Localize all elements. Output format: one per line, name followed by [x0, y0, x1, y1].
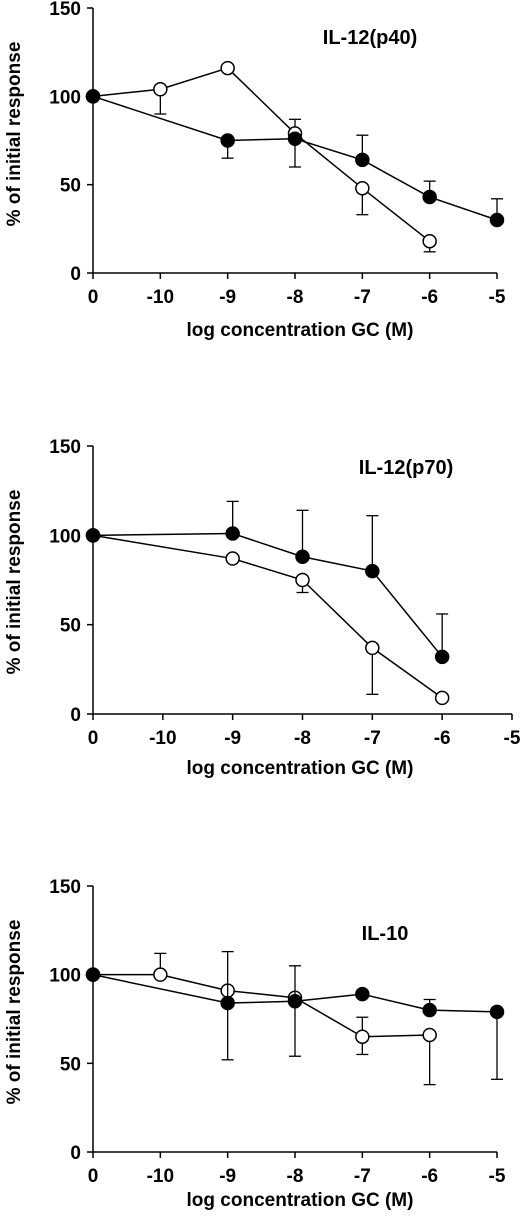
chart-il12-p40: % of initial response log concentration …: [4, 0, 506, 341]
data-point-open: [355, 180, 370, 196]
chart-panel-3: % of initial response log concentration …: [0, 860, 520, 1222]
x-tick-label: -5: [504, 728, 520, 749]
x-tick-label: -9: [219, 287, 236, 308]
data-point-filled: [220, 995, 235, 1011]
x-tick-label: -7: [354, 1166, 371, 1187]
y-tick-label: 100: [49, 966, 81, 987]
data-point-filled: [434, 649, 450, 665]
y-axis-label: % of initial response: [4, 490, 25, 675]
chart-title: IL-12(p70): [359, 457, 453, 479]
chart-panel-1: % of initial response log concentration …: [0, 0, 520, 362]
data-point-open: [295, 572, 310, 588]
data-point-open: [434, 690, 450, 706]
x-tick-label: -6: [434, 728, 451, 749]
data-point-open: [220, 60, 235, 76]
y-tick-label: 150: [49, 877, 81, 898]
y-tick-label: 150: [49, 0, 81, 20]
x-tick-label: 0: [88, 1166, 99, 1187]
data-point-filled: [85, 528, 101, 543]
data-point-filled: [85, 967, 101, 982]
data-point-open: [153, 82, 168, 97]
series-line: [92, 973, 498, 1013]
y-tick-label: 0: [70, 1143, 81, 1164]
series-line: [93, 973, 430, 1038]
chart-title: IL-12(p40): [323, 27, 417, 49]
y-axis-label: % of initial response: [4, 42, 25, 227]
data-point-filled: [287, 131, 303, 146]
x-tick-label: -10: [147, 1166, 174, 1187]
data-point-filled: [287, 994, 303, 1009]
x-tick-label: -6: [421, 287, 438, 308]
series-line: [92, 95, 498, 221]
y-axis-label: % of initial response: [4, 920, 25, 1105]
data-point-open: [422, 233, 437, 249]
y-tick-label: 150: [49, 437, 81, 458]
data-point-filled: [489, 212, 505, 228]
x-tick-label: -8: [287, 1166, 304, 1187]
x-tick-label: -6: [421, 1166, 438, 1187]
x-tick-label: -7: [364, 728, 381, 749]
y-tick-label: 50: [60, 616, 81, 637]
y-tick-label: 0: [70, 264, 81, 285]
data-point-filled: [489, 1004, 505, 1020]
data-point-filled: [365, 563, 380, 579]
chart-il10: % of initial response log concentration …: [4, 877, 506, 1211]
x-axis-label: log concentration GC (M): [187, 758, 414, 779]
chart-panel-2: % of initial response log concentration …: [0, 418, 520, 780]
data-point-filled: [355, 986, 370, 1002]
data-point-open: [365, 640, 380, 656]
chart-title: IL-10: [362, 923, 409, 945]
y-tick-label: 100: [49, 526, 81, 547]
data-point-filled: [225, 526, 240, 541]
x-tick-label: -9: [219, 1166, 236, 1187]
data-point-filled: [85, 89, 101, 104]
x-tick-label: 0: [88, 287, 99, 308]
x-tick-label: -7: [354, 287, 371, 308]
data-point-open: [153, 967, 168, 982]
x-tick-label: -10: [149, 728, 176, 749]
chart-il12-p70: % of initial response log concentration …: [4, 437, 520, 779]
x-tick-label: -10: [147, 287, 174, 308]
x-tick-label: -9: [224, 728, 241, 749]
x-tick-label: -5: [489, 287, 506, 308]
y-tick-label: 0: [70, 705, 81, 726]
x-tick-label: -8: [287, 287, 304, 308]
series-line: [92, 67, 431, 242]
data-point-filled: [422, 1002, 437, 1018]
y-tick-label: 50: [60, 1054, 81, 1075]
data-point-filled: [220, 133, 235, 148]
data-point-filled: [355, 152, 370, 168]
x-tick-label: -8: [294, 728, 311, 749]
y-tick-label: 50: [60, 176, 81, 197]
series-line: [92, 532, 443, 658]
series-line: [92, 534, 443, 699]
x-axis-label: log concentration GC (M): [187, 320, 414, 341]
x-tick-label: -5: [489, 1166, 506, 1187]
x-tick-label: 0: [88, 728, 99, 749]
data-point-open: [355, 1029, 370, 1044]
data-point-filled: [295, 549, 310, 565]
x-axis-label: log concentration GC (M): [187, 1190, 414, 1211]
data-point-open: [422, 1027, 437, 1043]
data-point-open: [225, 551, 240, 566]
y-tick-label: 100: [49, 87, 81, 108]
data-point-filled: [422, 189, 437, 205]
